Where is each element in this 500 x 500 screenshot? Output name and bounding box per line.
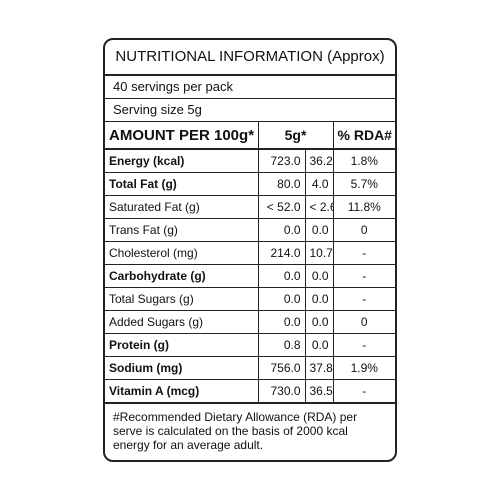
- cell: Total Fat (g): [105, 172, 259, 196]
- nutrient-row: Total Fat (g) 80.0 4.0 5.7%: [105, 172, 395, 196]
- nutrition-label: NUTRITIONAL INFORMATION (Approx) 40 serv…: [103, 38, 397, 462]
- cell: 723.0: [258, 149, 306, 173]
- cell: 0: [333, 218, 395, 242]
- cell: 0.0: [305, 218, 334, 242]
- cell: -: [333, 241, 395, 265]
- cell: 80.0: [258, 172, 306, 196]
- cell: -: [333, 379, 395, 404]
- nutrient-row: Added Sugars (g) 0.0 0.0 0: [105, 310, 395, 334]
- cell: 0.0: [258, 218, 306, 242]
- cell: 11.8%: [333, 195, 395, 219]
- cell: 1.8%: [333, 149, 395, 173]
- cell: < 2.6: [305, 195, 334, 219]
- cell: 0.0: [258, 287, 306, 311]
- cell: Carbohydrate (g): [105, 264, 259, 288]
- cell: < 52.0: [258, 195, 306, 219]
- cell: Total Sugars (g): [105, 287, 259, 311]
- nutrient-row: Cholesterol (mg) 214.0 10.7-: [105, 241, 395, 265]
- cell: 0.0: [305, 264, 334, 288]
- footnote: *Average values: [113, 458, 387, 460]
- nutrition-table: AMOUNT PER 100g* 5g* % RDA# Energy (kcal…: [105, 122, 395, 404]
- cell: -: [333, 264, 395, 288]
- nutrient-row: Carbohydrate (g) 0.0 0.0-: [105, 264, 395, 288]
- nutrient-row: Trans Fat (g) 0.0 0.0 0: [105, 218, 395, 242]
- cell: 0.0: [258, 264, 306, 288]
- cell: 1.9%: [333, 356, 395, 380]
- label-title: NUTRITIONAL INFORMATION (Approx): [105, 40, 395, 76]
- cell: Sodium (mg): [105, 356, 259, 380]
- header-cell: AMOUNT PER 100g*: [105, 122, 259, 150]
- nutrient-row: Vitamin A (mcg) 730.0 36.5-: [105, 379, 395, 404]
- cell: 0.8: [258, 333, 306, 357]
- cell: 36.2: [305, 149, 334, 173]
- cell: Energy (kcal): [105, 149, 259, 173]
- cell: Trans Fat (g): [105, 218, 259, 242]
- nutrient-row: Sodium (mg) 756.0 37.8 1.9%: [105, 356, 395, 380]
- cell: 0: [333, 310, 395, 334]
- footnote: #Recommended Dietary Allowance (RDA) per…: [113, 410, 358, 452]
- cell: Protein (g): [105, 333, 259, 357]
- cell: 0.0: [305, 310, 334, 334]
- cell: -: [333, 287, 395, 311]
- nutrient-row: Saturated Fat (g)< 52.0< 2.611.8%: [105, 195, 395, 219]
- nutrient-row: Protein (g) 0.8 0.0-: [105, 333, 395, 357]
- table-body: AMOUNT PER 100g* 5g* % RDA# Energy (kcal…: [105, 122, 395, 404]
- cell: 214.0: [258, 241, 306, 265]
- header-cell: 5g*: [258, 122, 334, 150]
- cell: 0.0: [258, 310, 306, 334]
- serving-size: Serving size 5g: [105, 99, 395, 122]
- header-cell: % RDA#: [333, 122, 395, 150]
- cell: 730.0: [258, 379, 306, 404]
- servings: 40 servings per pack: [105, 76, 395, 99]
- cell: Vitamin A (mcg): [105, 379, 259, 404]
- cell: 4.0: [305, 172, 334, 196]
- footnotes: #Recommended Dietary Allowance (RDA) per…: [105, 404, 395, 460]
- cell: Added Sugars (g): [105, 310, 259, 334]
- nutrient-row: Energy (kcal) 723.0 36.2 1.8%: [105, 149, 395, 173]
- cell: 5.7%: [333, 172, 395, 196]
- cell: Saturated Fat (g): [105, 195, 259, 219]
- cell: 756.0: [258, 356, 306, 380]
- cell: 10.7: [305, 241, 334, 265]
- cell: 0.0: [305, 287, 334, 311]
- cell: 37.8: [305, 356, 334, 380]
- cell: -: [333, 333, 395, 357]
- header-row: AMOUNT PER 100g* 5g* % RDA#: [105, 122, 395, 150]
- nutrient-row: Total Sugars (g) 0.0 0.0-: [105, 287, 395, 311]
- cell: 0.0: [305, 333, 334, 357]
- cell: Cholesterol (mg): [105, 241, 259, 265]
- cell: 36.5: [305, 379, 334, 404]
